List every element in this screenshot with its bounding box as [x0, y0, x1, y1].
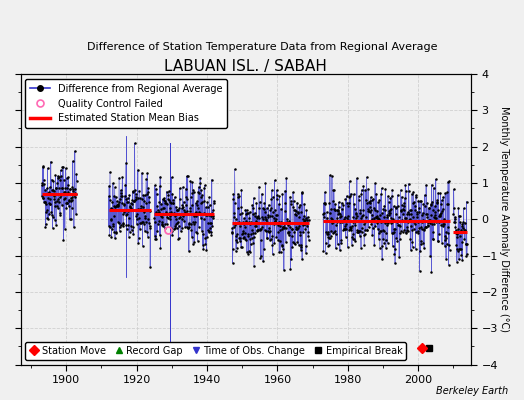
Legend: Station Move, Record Gap, Time of Obs. Change, Empirical Break: Station Move, Record Gap, Time of Obs. C…: [26, 342, 406, 360]
Y-axis label: Monthly Temperature Anomaly Difference (°C): Monthly Temperature Anomaly Difference (…: [499, 106, 509, 332]
Title: LABUAN ISL. / SABAH: LABUAN ISL. / SABAH: [165, 59, 327, 74]
Text: Difference of Station Temperature Data from Regional Average: Difference of Station Temperature Data f…: [87, 42, 437, 52]
Text: Berkeley Earth: Berkeley Earth: [436, 386, 508, 396]
